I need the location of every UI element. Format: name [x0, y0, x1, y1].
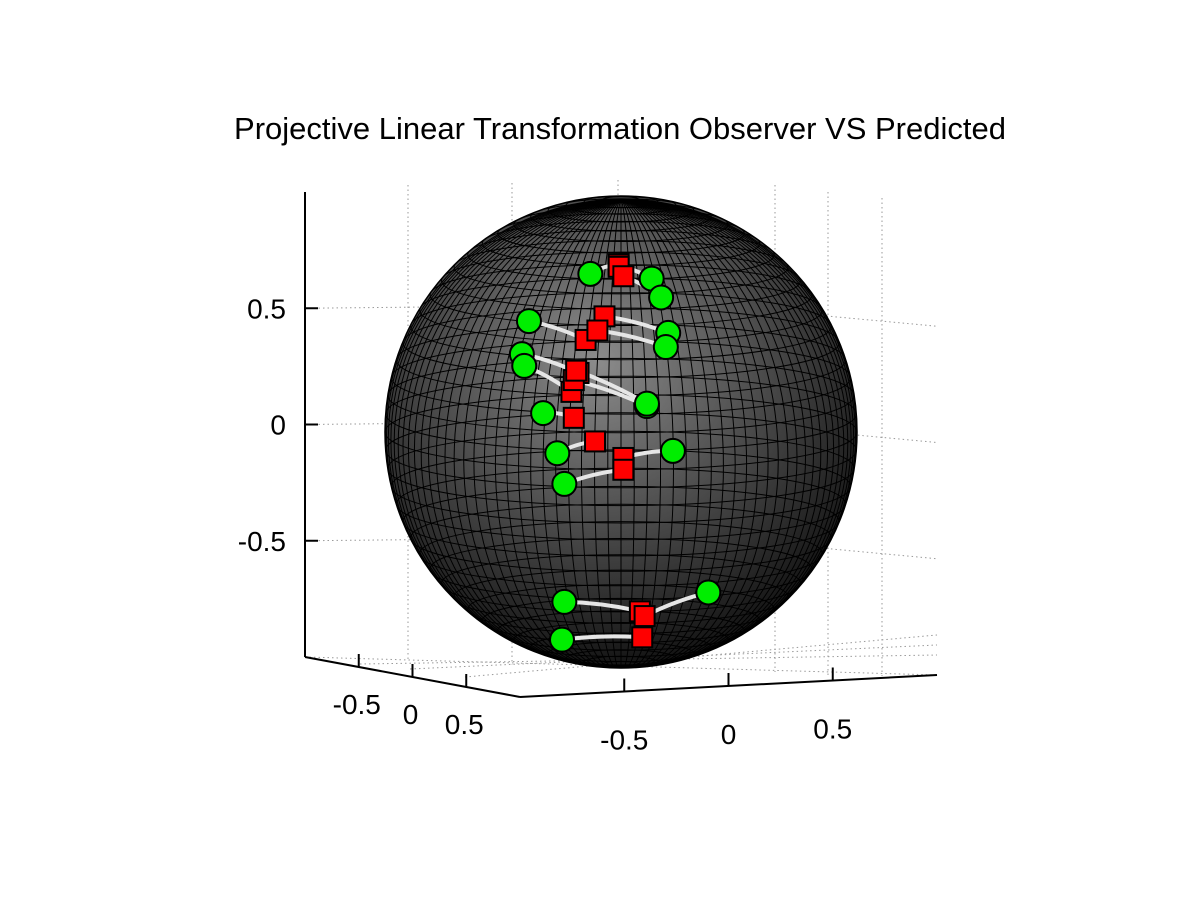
observed-point — [515, 308, 542, 335]
sphere-mesh — [385, 196, 857, 668]
y-tick-label: 0 — [403, 699, 419, 730]
predicted-point — [584, 430, 607, 453]
sphere-longitude — [620, 198, 835, 667]
observed-point — [695, 579, 722, 606]
sphere-longitude — [483, 198, 622, 668]
sphere-longitude — [555, 198, 622, 668]
predicted-point — [586, 319, 609, 342]
x-tick-label: 0.5 — [813, 714, 852, 745]
sphere-longitude — [530, 198, 622, 668]
sphere-longitude — [567, 198, 622, 668]
sphere-longitude — [620, 198, 748, 668]
predicted-point — [565, 359, 588, 382]
sphere-longitude — [620, 198, 815, 667]
observed-point — [551, 588, 578, 615]
y-tick-label: 0.5 — [445, 709, 484, 740]
sphere-longitude — [620, 198, 675, 668]
x-tick-label: 0 — [721, 719, 737, 750]
tick-labels: -0.5 0 0.5 -0.5 0 0.5 -0.5 0 0.5 — [238, 293, 852, 755]
observed-point — [659, 437, 686, 464]
observed-markers — [508, 260, 722, 653]
sphere-longitude — [620, 198, 840, 666]
sphere-longitude — [620, 198, 661, 668]
sphere-longitude — [620, 198, 769, 668]
sphere-longitude — [453, 198, 622, 668]
sphere-longitude — [594, 198, 622, 668]
chart-title: Projective Linear Transformation Observe… — [234, 111, 1006, 146]
sphere-longitude — [444, 198, 622, 667]
sphere-longitude — [620, 198, 822, 667]
sphere-longitude — [385, 198, 622, 666]
sphere-longitude — [620, 198, 736, 668]
sphere-longitude — [620, 198, 789, 668]
tick-marks — [305, 307, 834, 692]
sphere-longitude — [620, 198, 687, 668]
predicted-markers — [560, 253, 656, 649]
z-tick-label: -0.5 — [238, 526, 286, 557]
y-tick-label: -0.5 — [333, 689, 381, 720]
z-tick-label: 0.5 — [247, 293, 286, 324]
sphere-longitude — [620, 198, 798, 667]
sphere-longitude — [620, 198, 759, 668]
sphere-longitude — [385, 198, 622, 666]
sphere-longitude — [620, 198, 712, 668]
sphere-longitude — [518, 198, 622, 668]
observed-point — [551, 470, 578, 497]
sphere-longitude — [620, 198, 700, 668]
predicted-point — [612, 458, 635, 481]
predicted-point — [631, 626, 654, 649]
sphere-longitude — [620, 198, 724, 668]
z-tick-label: 0 — [270, 410, 286, 441]
sphere-longitude — [620, 198, 779, 668]
observed-point — [530, 400, 557, 427]
observed-point — [544, 440, 571, 467]
observed-point — [648, 284, 675, 311]
predicted-point — [562, 406, 585, 429]
sphere-longitude — [435, 198, 622, 667]
predicted-point — [633, 605, 656, 628]
sphere-longitude — [581, 198, 622, 668]
sphere-longitude — [542, 198, 622, 668]
sphere-longitude — [620, 198, 648, 668]
observed-point — [577, 260, 604, 287]
x-tick-label: -0.5 — [600, 725, 648, 756]
observed-point — [633, 390, 660, 417]
sphere-longitude — [607, 198, 622, 668]
sphere-longitude — [427, 198, 622, 667]
sphere-longitude — [473, 198, 622, 668]
sphere-longitude — [620, 198, 807, 667]
sphere — [384, 195, 858, 669]
observed-point — [511, 352, 538, 379]
sphere-longitude — [463, 198, 622, 668]
observed-point — [652, 334, 679, 361]
sphere-longitude — [620, 198, 829, 667]
observed-point — [549, 626, 575, 653]
predicted-point — [612, 265, 635, 288]
